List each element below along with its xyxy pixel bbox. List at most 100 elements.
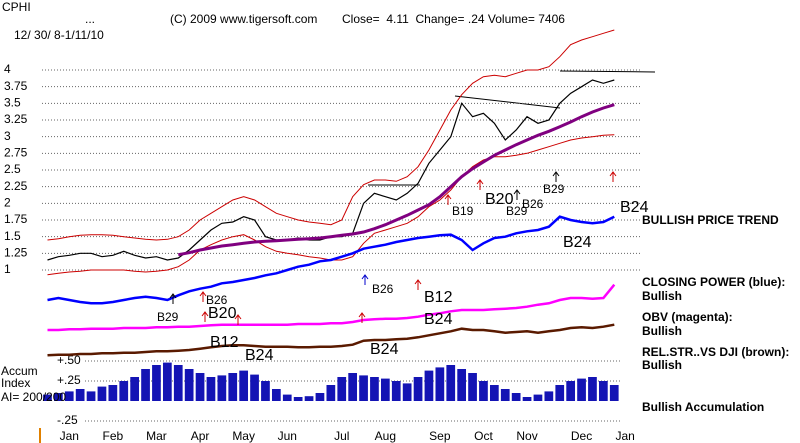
accum-bar xyxy=(53,393,63,401)
accum-bar xyxy=(293,397,303,401)
accum-bar xyxy=(217,375,227,401)
signal-arrow xyxy=(476,179,484,190)
y-tick-label: 1.25 xyxy=(4,246,28,260)
y-tick-label: 2.25 xyxy=(4,179,28,193)
note: Bullish Accumulation xyxy=(642,400,764,414)
signal-arrow xyxy=(609,171,617,182)
accum-bar xyxy=(489,385,499,401)
series-line xyxy=(47,29,615,241)
x-tick-label: Mar xyxy=(146,429,167,443)
accum-name: Accum Index xyxy=(1,364,38,390)
accum-bar xyxy=(522,397,532,401)
legend-label: CLOSING POWER (blue): xyxy=(642,275,785,289)
signal-label: B26 xyxy=(522,197,544,211)
accum-bar xyxy=(315,393,325,401)
accum-bar xyxy=(479,381,488,401)
y-tick-label: 1.75 xyxy=(4,212,28,226)
accum-bar xyxy=(413,377,423,401)
signal-label: B26 xyxy=(206,293,228,307)
y-tick-label: 2.75 xyxy=(4,146,28,160)
accum-bar xyxy=(250,374,259,401)
accum-bar xyxy=(141,369,150,401)
accum-bar xyxy=(152,365,161,401)
quote: Close= 4.11 Change= .24 Volume= 7406 xyxy=(342,12,565,26)
accum-bar xyxy=(424,370,434,401)
signal-arrow xyxy=(234,314,242,325)
accum-bar xyxy=(195,373,205,401)
y-tick-label: 3.75 xyxy=(4,79,28,93)
series-line xyxy=(47,323,615,357)
accum-bar xyxy=(173,365,183,401)
resistance-line xyxy=(559,70,656,73)
signal-arrow xyxy=(513,189,521,200)
y2-tick-label: -.25 xyxy=(57,413,78,427)
x-tick-label: Nov xyxy=(516,429,537,443)
accum-bar xyxy=(380,378,390,401)
signal-arrow xyxy=(169,293,177,304)
accum-bar xyxy=(261,381,270,401)
signal-label: B19 xyxy=(452,204,474,218)
x-tick-label: May xyxy=(232,429,255,443)
dots: ... xyxy=(85,12,95,26)
signal-label: B24 xyxy=(424,311,453,328)
accum-bar xyxy=(533,394,543,401)
signal-arrow xyxy=(361,274,369,285)
accum-bar xyxy=(566,381,576,401)
accum-bar xyxy=(435,367,445,401)
accum-bar xyxy=(86,391,96,401)
signal-arrow xyxy=(444,194,452,205)
legend-label: REL.STR..VS DJI (brown): xyxy=(642,345,789,359)
accum-bar xyxy=(75,389,85,401)
accum-bar xyxy=(609,385,619,401)
y2-tick-label: +.50 xyxy=(57,353,81,367)
signal-label: B29 xyxy=(543,182,565,196)
accum-bar xyxy=(282,394,292,401)
accum-bar xyxy=(511,393,521,401)
legend-status: Bullish xyxy=(642,358,682,372)
accum-bar xyxy=(468,373,477,401)
x-tick-label: Apr xyxy=(191,429,210,443)
signal-label: B24 xyxy=(620,199,649,216)
accum-bar xyxy=(391,381,401,401)
accum-bar xyxy=(119,381,129,401)
signal-arrow xyxy=(414,279,422,290)
x-tick-label: Oct xyxy=(474,429,493,443)
x-tick-label: Feb xyxy=(103,429,124,443)
signal-arrow xyxy=(199,291,207,302)
date-range: 12/ 30/ 8-1/11/10 xyxy=(14,28,104,42)
signal-label: B20 xyxy=(485,191,514,208)
signal-arrow xyxy=(552,171,560,182)
accum-bar xyxy=(402,383,412,401)
accum-bar xyxy=(588,377,597,401)
y-tick-label: 1.5 xyxy=(4,229,21,243)
accum-bar xyxy=(271,389,281,401)
x-tick-label: Jan xyxy=(60,429,79,443)
accum-bar xyxy=(97,386,107,401)
ai-label: AI= 200/200 xyxy=(1,390,66,404)
accum-bar xyxy=(239,370,249,401)
signal-label: B24 xyxy=(245,347,274,364)
signal-label: B29 xyxy=(157,310,179,324)
accum-bar xyxy=(64,391,74,401)
accum-bar xyxy=(500,389,510,401)
accum-bar xyxy=(162,362,172,401)
y-tick-label: 2 xyxy=(4,196,11,210)
x-tick-label: Jun xyxy=(278,429,297,443)
y-tick-label: 4 xyxy=(4,62,11,76)
accum-bar xyxy=(370,377,379,401)
accum-bar xyxy=(555,385,565,401)
legend-status: Bullish xyxy=(642,289,682,303)
signal-label: B24 xyxy=(370,341,399,358)
legend-label: OBV (magenta): xyxy=(642,310,733,324)
accum-bar xyxy=(544,391,554,401)
series-line xyxy=(47,215,615,305)
x-tick-label: Aug xyxy=(375,429,396,443)
accum-bar xyxy=(206,377,216,401)
signal-label: B26 xyxy=(372,282,394,296)
accum-bar xyxy=(577,378,586,401)
accum-bar xyxy=(304,396,314,401)
accum-bar xyxy=(457,369,467,401)
y-tick-label: 2.5 xyxy=(4,162,21,176)
